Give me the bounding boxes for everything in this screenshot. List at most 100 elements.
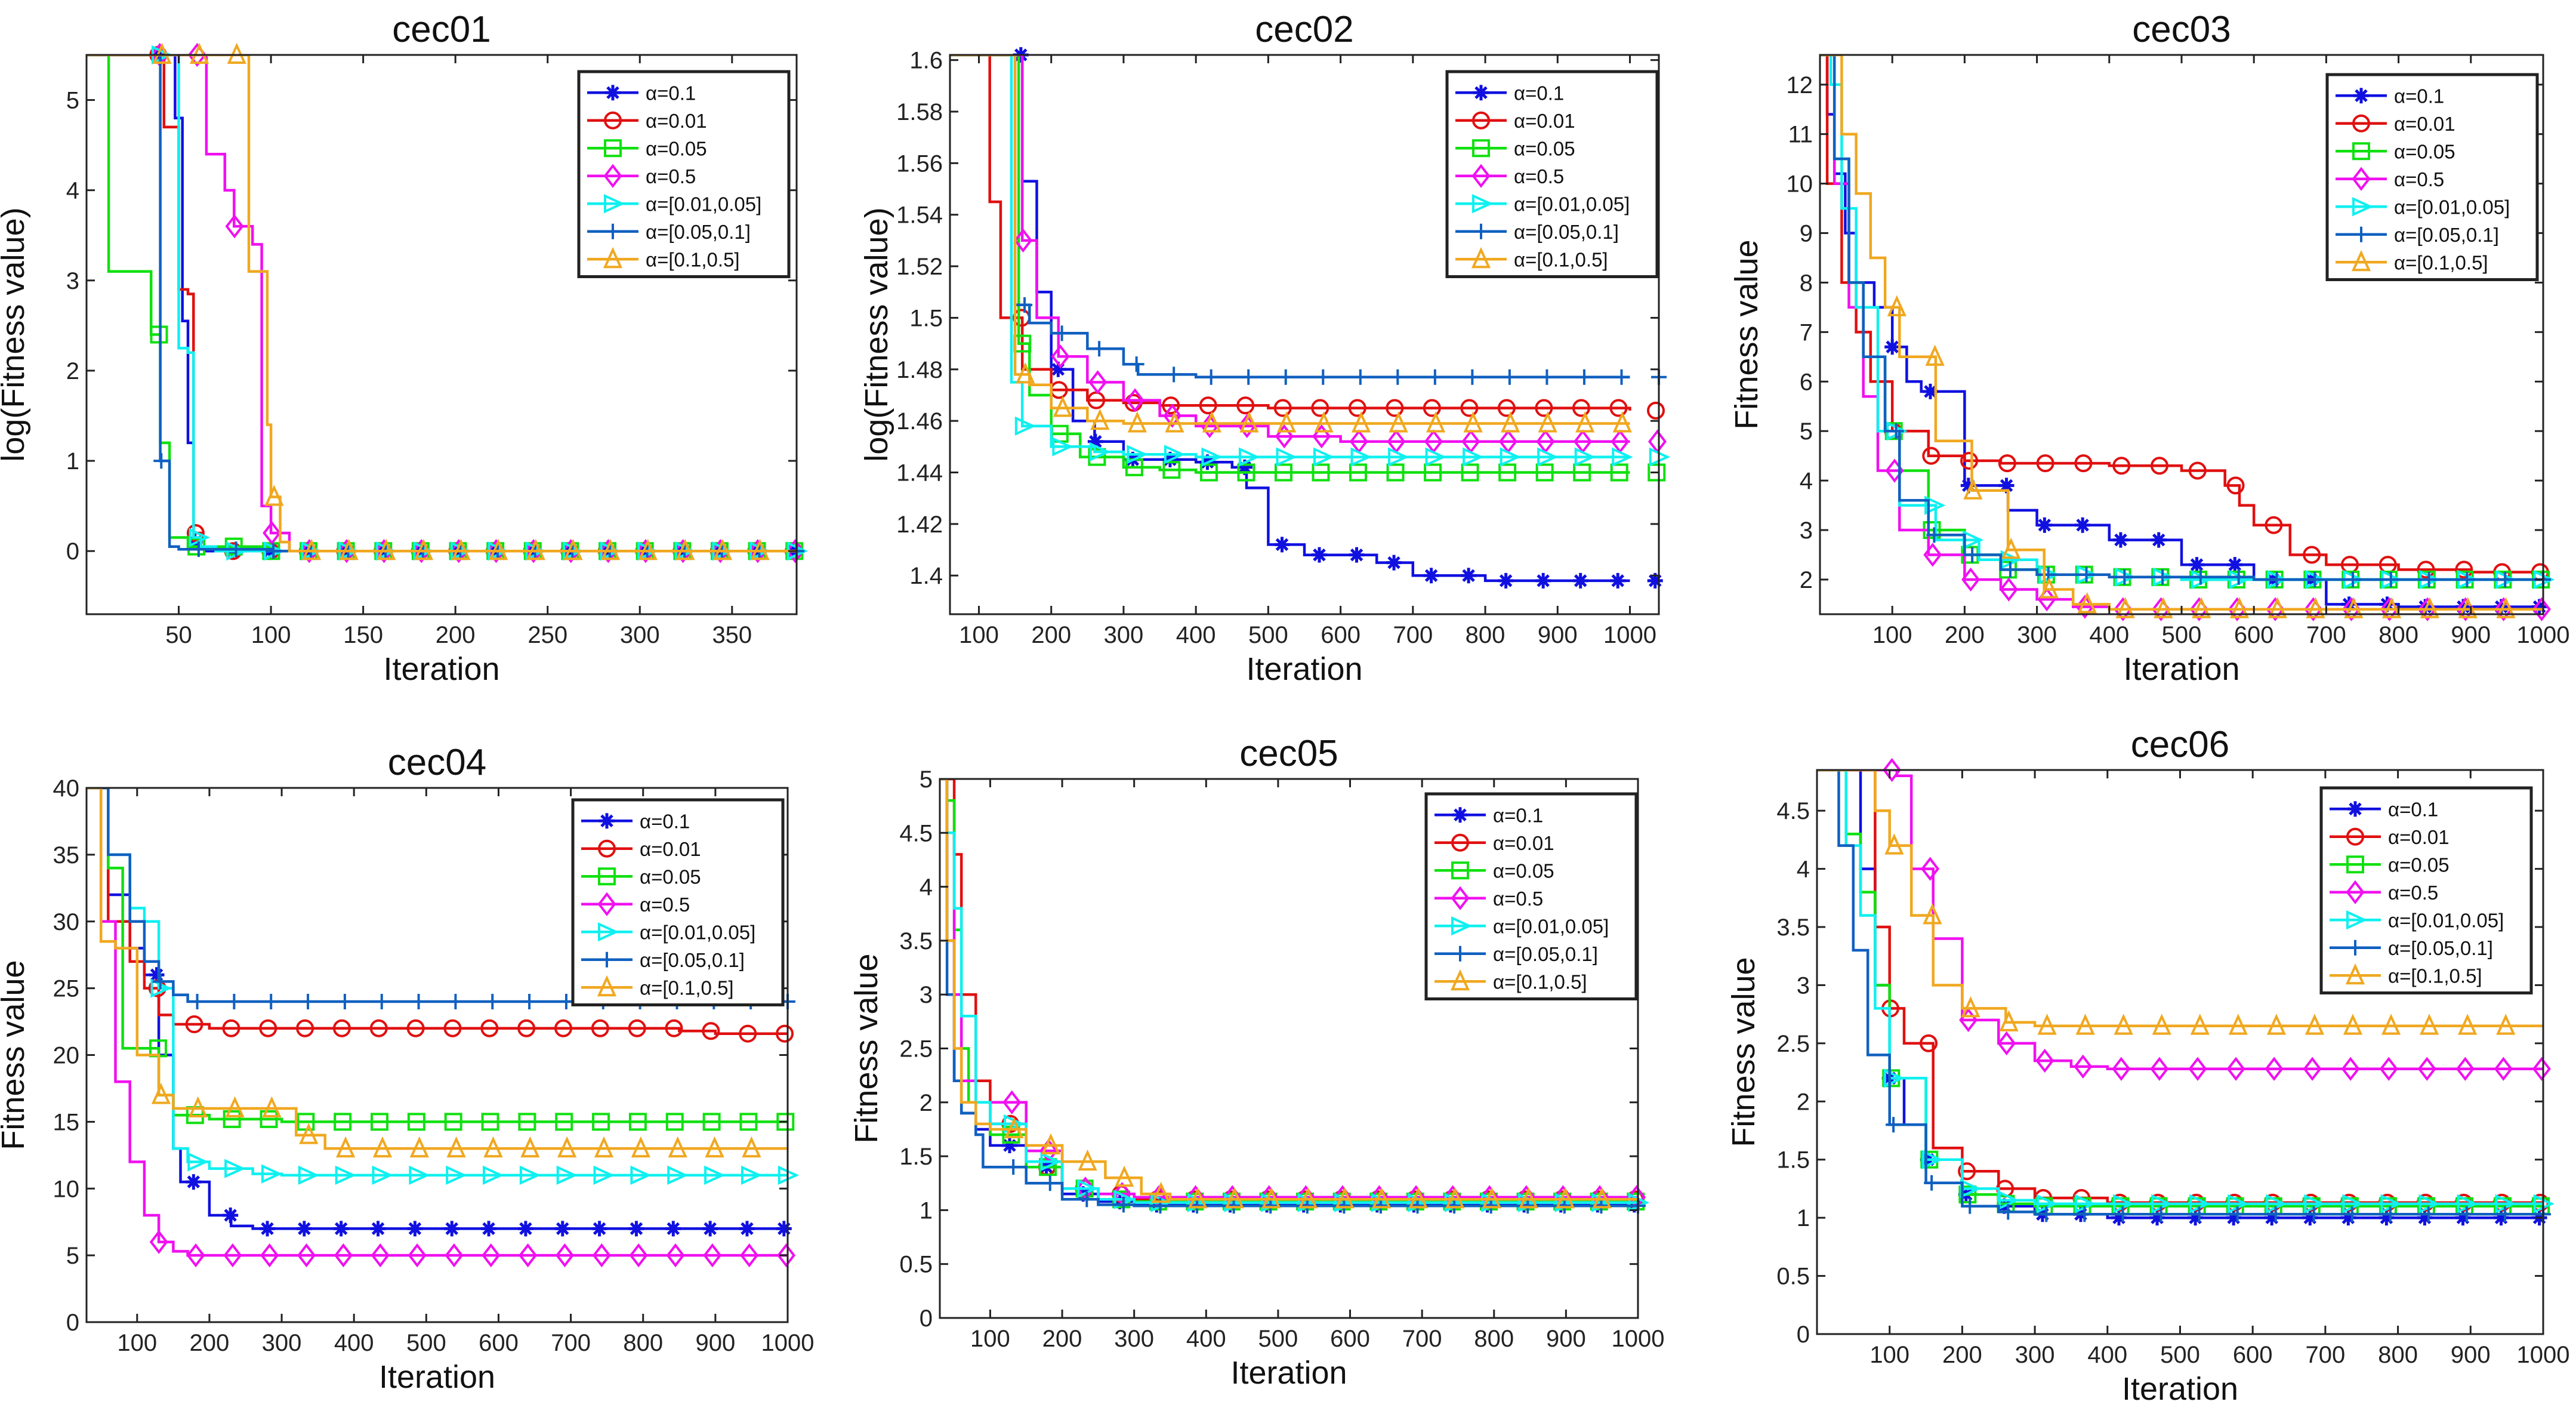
series-marker bbox=[300, 994, 316, 1009]
series-marker bbox=[1199, 463, 1218, 482]
series-marker bbox=[263, 994, 279, 1009]
series-marker bbox=[1538, 411, 1557, 433]
series-marker bbox=[2531, 599, 2547, 615]
series-marker bbox=[1425, 447, 1447, 467]
series-marker bbox=[414, 538, 434, 560]
legend-swatch-marker bbox=[605, 223, 621, 239]
series-marker bbox=[223, 1208, 239, 1223]
legend-label: α=0.5 bbox=[1514, 165, 1564, 187]
series-marker bbox=[1537, 447, 1559, 467]
series-marker bbox=[1887, 295, 1906, 316]
x-tick-label: 200 bbox=[1942, 1342, 1982, 1368]
series-marker bbox=[226, 994, 242, 1009]
series-marker bbox=[2002, 562, 2018, 578]
series-marker bbox=[1501, 411, 1520, 433]
x-tick-label: 1000 bbox=[2517, 1342, 2570, 1368]
series-marker bbox=[1224, 1187, 1244, 1209]
legend-label: α=0.01 bbox=[1514, 110, 1575, 132]
series-marker bbox=[665, 1019, 683, 1037]
legend-entry: α=[0.05,0.1] bbox=[2336, 224, 2499, 246]
series-marker bbox=[2115, 1206, 2131, 1222]
series-marker bbox=[409, 1136, 429, 1158]
chart-cec03: 100 200 300 400 500 600 700 800 900 1000 2 3 4 5 6 7 8 9 1… bbox=[1729, 9, 2569, 687]
series-marker bbox=[2417, 1210, 2433, 1226]
y-tick-label: 9 bbox=[1800, 221, 1813, 247]
chart-title: cec05 bbox=[1239, 733, 1338, 774]
series-marker bbox=[2188, 1057, 2207, 1081]
series-marker bbox=[1386, 555, 1402, 571]
series-marker bbox=[337, 994, 353, 1009]
series-marker bbox=[1273, 399, 1292, 417]
series-marker bbox=[1164, 445, 1186, 464]
series-marker bbox=[2497, 1206, 2513, 1222]
x-tick-label: 600 bbox=[479, 1330, 519, 1356]
y-tick-label: 10 bbox=[53, 1176, 80, 1202]
legend-entry: α=[0.05,0.1] bbox=[1434, 943, 1598, 965]
series-marker bbox=[2455, 599, 2472, 615]
series-marker bbox=[481, 1221, 497, 1237]
series-marker bbox=[411, 994, 427, 1009]
x-tick-label: 400 bbox=[2087, 1342, 2127, 1368]
legend-swatch-marker bbox=[2352, 142, 2370, 161]
y-tick-label: 12 bbox=[1787, 72, 1813, 98]
legend-entry: α=0.1 bbox=[2336, 85, 2444, 107]
series-marker bbox=[1610, 463, 1628, 482]
series-marker bbox=[591, 1019, 609, 1037]
series-marker bbox=[1535, 572, 1551, 589]
x-axis-label: Iteration bbox=[1246, 651, 1362, 687]
y-tick-label: 2 bbox=[920, 1090, 933, 1116]
series-marker bbox=[2496, 1014, 2516, 1035]
series-marker bbox=[1610, 572, 1626, 589]
series-marker bbox=[151, 1083, 171, 1104]
legend-swatch-marker bbox=[598, 867, 616, 886]
y-tick-label: 1 bbox=[920, 1197, 933, 1224]
x-tick-label: 500 bbox=[1248, 622, 1288, 648]
series-marker bbox=[1311, 399, 1329, 417]
legend-entry: α=0.01 bbox=[2336, 113, 2455, 135]
series-marker bbox=[2111, 1210, 2127, 1226]
series-marker bbox=[1335, 1187, 1355, 1209]
series-marker bbox=[1078, 1149, 1097, 1171]
x-tick-label: 700 bbox=[1402, 1326, 1442, 1352]
y-tick-label: 15 bbox=[53, 1109, 80, 1135]
series-marker bbox=[406, 1019, 425, 1037]
series-marker bbox=[2303, 1057, 2322, 1081]
series-marker bbox=[665, 1221, 681, 1237]
series-marker bbox=[371, 1243, 390, 1268]
legend-label: α=0.1 bbox=[1493, 804, 1543, 826]
series-marker bbox=[517, 1019, 536, 1037]
series-marker bbox=[702, 1113, 721, 1131]
y-tick-label: 1.5 bbox=[899, 1144, 933, 1170]
x-tick-label: 700 bbox=[2306, 1342, 2346, 1368]
legend-label: α=0.1 bbox=[2388, 798, 2438, 820]
x-tick-label: 800 bbox=[2378, 622, 2418, 648]
series-marker bbox=[1312, 463, 1330, 482]
series-line bbox=[1820, 55, 2543, 611]
series-marker bbox=[1964, 547, 1980, 563]
series-marker bbox=[1924, 1175, 1940, 1191]
series-marker bbox=[2379, 596, 2395, 612]
series-marker bbox=[1127, 445, 1148, 464]
series-line bbox=[87, 55, 797, 553]
series-marker bbox=[1572, 399, 1590, 417]
series-marker bbox=[665, 1113, 684, 1131]
series-marker bbox=[1463, 447, 1484, 467]
legend-swatch-marker bbox=[2353, 226, 2369, 242]
series-marker bbox=[1574, 447, 1596, 467]
x-tick-label: 300 bbox=[620, 622, 660, 648]
y-tick-label: 1.56 bbox=[896, 150, 943, 177]
series-marker bbox=[1539, 369, 1555, 385]
series-marker bbox=[594, 1136, 614, 1158]
legend-swatch-marker bbox=[1473, 223, 1489, 239]
series-marker bbox=[750, 538, 770, 560]
series-marker bbox=[2383, 571, 2399, 587]
y-tick-label: 2 bbox=[1800, 567, 1813, 593]
series-marker bbox=[2493, 1210, 2509, 1226]
series-marker bbox=[2231, 569, 2247, 585]
series-marker bbox=[705, 1136, 724, 1158]
legend: α=0.1 α=0.01 α=0.05 α=0.5 α=[0.01,0.05] α=[0.… bbox=[2319, 786, 2533, 994]
legend-box bbox=[2319, 786, 2533, 994]
series-marker bbox=[482, 1243, 501, 1268]
series-marker bbox=[1646, 401, 1665, 420]
